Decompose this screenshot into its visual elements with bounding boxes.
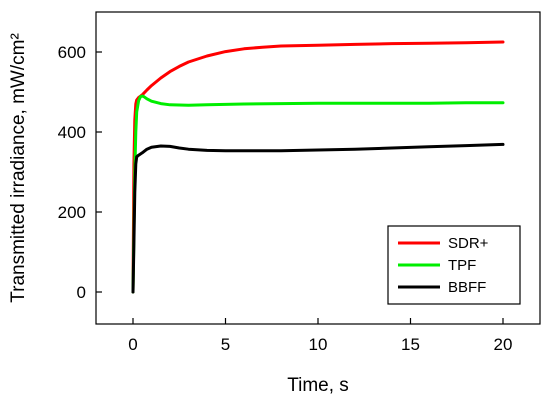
x-tick-label: 0 [128, 335, 137, 354]
y-tick-label: 400 [58, 123, 86, 142]
y-tick-label: 0 [77, 283, 86, 302]
y-tick-label: 600 [58, 43, 86, 62]
legend-label: TPF [448, 257, 476, 274]
legend: SDR+ TPF BBFF [387, 225, 521, 305]
legend-label: SDR+ [448, 235, 489, 252]
x-axis-label: Time, s [287, 375, 349, 396]
legend-box [387, 225, 521, 305]
x-tick-label: 5 [221, 335, 230, 354]
y-tick-label: 200 [58, 203, 86, 222]
x-tick-label: 10 [309, 335, 328, 354]
x-tick-label: 20 [494, 335, 513, 354]
x-tick-label: 15 [401, 335, 420, 354]
y-axis-label: Transmitted irradiance, mW/cm² [8, 33, 29, 303]
series-line-sdr [131, 40, 505, 294]
series-lines [131, 40, 505, 294]
legend-label: BBFF [448, 279, 486, 296]
series-line-tpf [131, 94, 505, 294]
series-line-bbff [131, 142, 505, 294]
